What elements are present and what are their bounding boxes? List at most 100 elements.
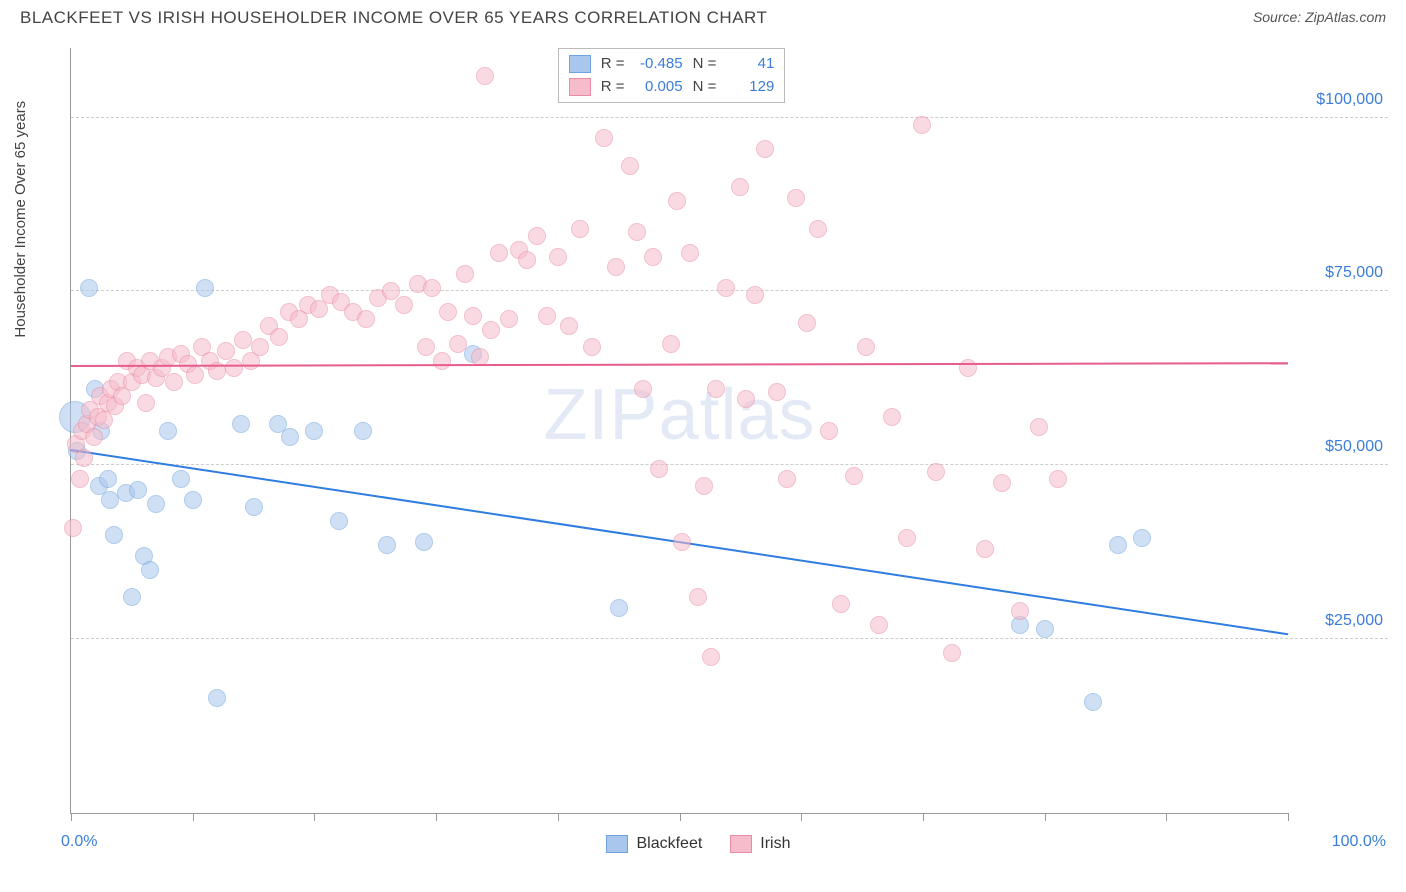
plot-area: ZIPatlas R = -0.485 N = 41 R = 0.005 N =… — [70, 48, 1288, 814]
data-point — [731, 178, 749, 196]
data-point — [993, 474, 1011, 492]
data-point — [681, 244, 699, 262]
data-point — [85, 428, 103, 446]
data-point — [184, 491, 202, 509]
chart-container: Householder Income Over 65 years ZIPatla… — [18, 38, 1388, 874]
r-value-0: -0.485 — [631, 53, 683, 76]
n-label-1: N = — [693, 76, 717, 99]
data-point — [668, 192, 686, 210]
data-point — [820, 422, 838, 440]
data-point — [245, 498, 263, 516]
data-point — [75, 449, 93, 467]
data-point — [832, 595, 850, 613]
data-point — [560, 317, 578, 335]
data-point — [628, 223, 646, 241]
data-point — [80, 279, 98, 297]
chart-title: BLACKFEET VS IRISH HOUSEHOLDER INCOME OV… — [20, 8, 767, 28]
data-point — [395, 296, 413, 314]
data-point — [798, 314, 816, 332]
data-point — [71, 470, 89, 488]
data-point — [433, 352, 451, 370]
x-axis-min-label: 0.0% — [61, 833, 97, 851]
data-point — [695, 477, 713, 495]
data-point — [186, 366, 204, 384]
data-point — [717, 279, 735, 297]
y-tick-label: $25,000 — [1293, 612, 1383, 630]
data-point — [354, 422, 372, 440]
x-tick — [1166, 813, 1167, 821]
data-point — [137, 394, 155, 412]
legend-item-blackfeet: Blackfeet — [606, 835, 702, 853]
data-point — [662, 335, 680, 353]
data-point — [927, 463, 945, 481]
legend-swatch-irish — [730, 835, 752, 853]
data-point — [857, 338, 875, 356]
data-point — [1133, 529, 1151, 547]
data-point — [196, 279, 214, 297]
data-point — [787, 189, 805, 207]
data-point — [756, 140, 774, 158]
gridline — [71, 117, 1388, 118]
watermark-thin: atlas — [658, 375, 815, 455]
data-point — [1049, 470, 1067, 488]
data-point — [423, 279, 441, 297]
y-tick-label: $100,000 — [1293, 91, 1383, 109]
data-point — [64, 519, 82, 537]
data-point — [281, 428, 299, 446]
r-label-0: R = — [601, 53, 625, 76]
data-point — [976, 540, 994, 558]
y-tick-label: $75,000 — [1293, 264, 1383, 282]
source-label: Source: — [1253, 9, 1305, 25]
n-value-0: 41 — [722, 53, 774, 76]
data-point — [845, 467, 863, 485]
data-point — [141, 561, 159, 579]
x-tick — [71, 813, 72, 821]
legend-item-irish: Irish — [730, 835, 790, 853]
data-point — [99, 470, 117, 488]
data-point — [634, 380, 652, 398]
data-point — [105, 526, 123, 544]
data-point — [1109, 536, 1127, 554]
data-point — [707, 380, 725, 398]
data-point — [165, 373, 183, 391]
data-point — [500, 310, 518, 328]
data-point — [650, 460, 668, 478]
r-label-1: R = — [601, 76, 625, 99]
data-point — [270, 328, 288, 346]
data-point — [234, 331, 252, 349]
data-point — [217, 342, 235, 360]
data-point — [1036, 620, 1054, 638]
data-point — [621, 157, 639, 175]
legend-label-blackfeet: Blackfeet — [636, 835, 702, 853]
stats-legend: R = -0.485 N = 41 R = 0.005 N = 129 — [558, 48, 786, 103]
x-tick — [801, 813, 802, 821]
data-point — [549, 248, 567, 266]
data-point — [305, 422, 323, 440]
x-tick — [436, 813, 437, 821]
data-point — [746, 286, 764, 304]
x-tick — [923, 813, 924, 821]
x-tick — [1045, 813, 1046, 821]
data-point — [208, 689, 226, 707]
series-legend: Blackfeet Irish — [606, 835, 790, 853]
data-point — [225, 359, 243, 377]
data-point — [528, 227, 546, 245]
data-point — [518, 251, 536, 269]
x-tick — [314, 813, 315, 821]
data-point — [159, 422, 177, 440]
data-point — [464, 307, 482, 325]
data-point — [571, 220, 589, 238]
data-point — [251, 338, 269, 356]
data-point — [778, 470, 796, 488]
data-point — [943, 644, 961, 662]
x-tick — [558, 813, 559, 821]
data-point — [809, 220, 827, 238]
data-point — [898, 529, 916, 547]
data-point — [147, 495, 165, 513]
data-point — [768, 383, 786, 401]
data-point — [689, 588, 707, 606]
swatch-irish — [569, 78, 591, 96]
n-value-1: 129 — [722, 76, 774, 99]
data-point — [417, 338, 435, 356]
data-point — [449, 335, 467, 353]
